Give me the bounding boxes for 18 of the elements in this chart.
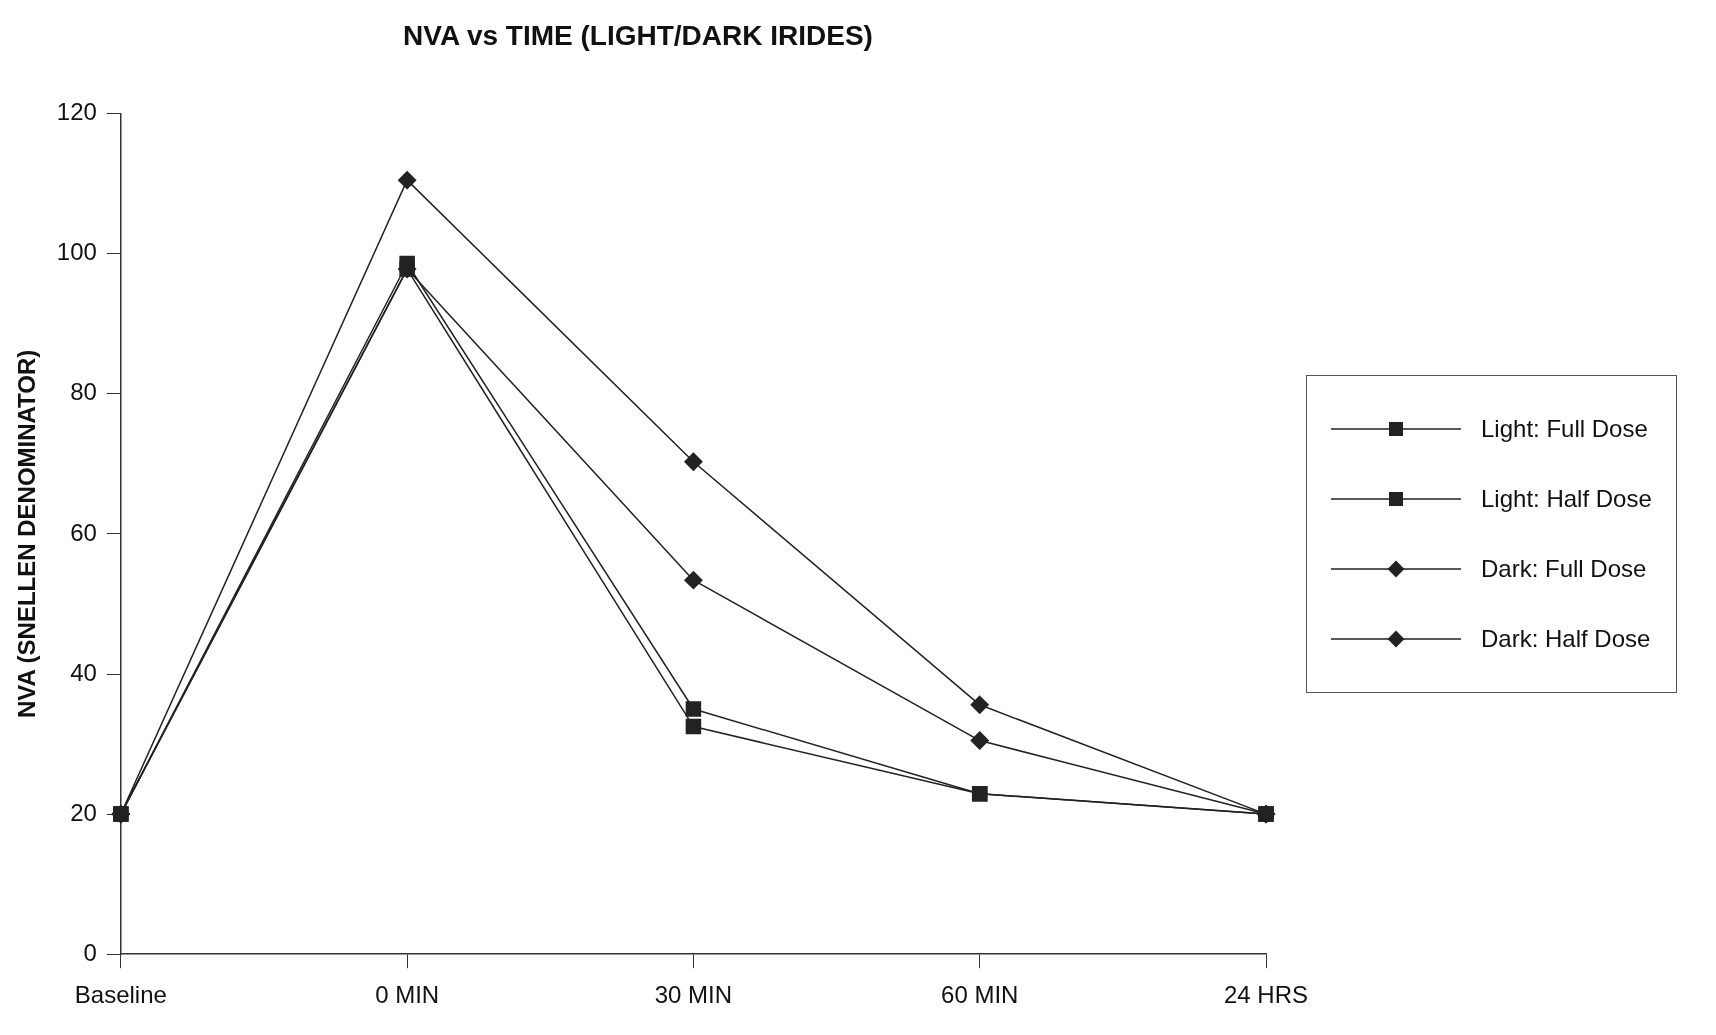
x-tick-label: Baseline [74, 981, 167, 1009]
y-tick-label: 0 [83, 938, 97, 966]
text: Light: Full Dose [1481, 414, 1648, 443]
text: Dark: Full Dose [1481, 554, 1647, 583]
x-tick-label: 24 HRS [1223, 981, 1309, 1009]
y-tick-label: 100 [56, 238, 97, 266]
y-tick-label: 60 [70, 518, 97, 546]
x-tick-label: 0 MIN [375, 981, 440, 1009]
y-tick-label: 120 [56, 98, 97, 126]
chart-title: NVA vs TIME (LIGHT/DARK IRIDES) [403, 19, 873, 51]
text: Light: Half Dose [1481, 484, 1652, 513]
y-tick-label: 20 [70, 798, 97, 826]
y-axis-title: NVA (SNELLEN DENOMINATOR) [13, 349, 41, 719]
x-tick-label: 60 MIN [941, 981, 1019, 1009]
y-tick-label: 80 [70, 378, 97, 406]
y-tick-label: 40 [70, 658, 97, 686]
x-tick-label: 30 MIN [654, 981, 733, 1009]
text: Dark: Half Dose [1481, 624, 1651, 653]
